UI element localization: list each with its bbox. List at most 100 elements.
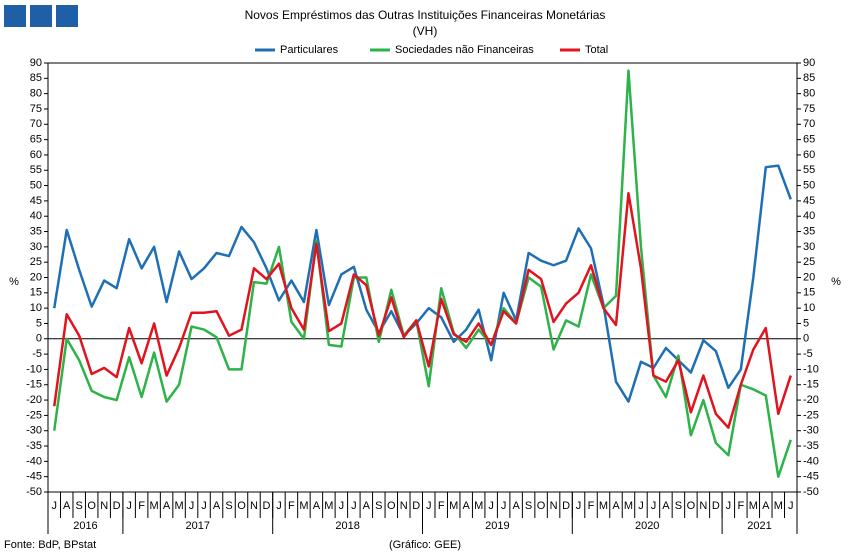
x-tick-label: M (150, 500, 159, 512)
x-tick-label: O (87, 500, 96, 512)
x-tick-label: M (599, 500, 608, 512)
year-label: 2017 (186, 520, 210, 532)
y-tick-label: 70 (30, 118, 42, 130)
source: Fonte: BdP, BPstat (4, 539, 96, 551)
x-tick-label: F (438, 500, 445, 512)
x-tick-label: S (76, 500, 83, 512)
x-tick-label: A (163, 500, 171, 512)
x-tick-label: O (237, 500, 246, 512)
x-tick-label: N (400, 500, 408, 512)
y2-tick-label: -35 (803, 440, 819, 452)
y2-tick-label: -50 (803, 486, 819, 498)
chart-title: Novos Empréstimos das Outras Instituiçõe… (245, 8, 606, 22)
year-label: 2021 (747, 520, 771, 532)
y2-tick-label: -30 (803, 425, 819, 437)
x-tick-label: S (225, 500, 232, 512)
x-tick-label: F (588, 500, 595, 512)
y2-tick-label: -5 (803, 348, 813, 360)
y2-tick-label: 15 (803, 287, 815, 299)
x-tick-label: A (762, 500, 770, 512)
y-tick-label: -10 (26, 363, 42, 375)
y2-tick-label: -10 (803, 363, 819, 375)
x-tick-label: F (138, 500, 145, 512)
x-tick-label: J (488, 500, 494, 512)
x-tick-label: N (250, 500, 258, 512)
x-tick-label: A (63, 500, 71, 512)
x-tick-label: D (113, 500, 121, 512)
x-tick-label: O (537, 500, 546, 512)
x-tick-label: F (288, 500, 295, 512)
y2-axis-label: % (831, 276, 841, 288)
x-tick-label: M (624, 500, 633, 512)
y-tick-label: -40 (26, 455, 42, 467)
y-tick-label: 65 (30, 134, 42, 146)
x-tick-label: D (412, 500, 420, 512)
y2-tick-label: -45 (803, 471, 819, 483)
y-tick-label: -25 (26, 409, 42, 421)
series-line (53, 69, 792, 478)
year-label: 2019 (485, 520, 509, 532)
y2-tick-label: 20 (803, 271, 815, 283)
x-tick-label: N (699, 500, 707, 512)
y2-tick-label: 40 (803, 210, 815, 222)
y-tick-label: -50 (26, 486, 42, 498)
x-tick-label: S (375, 500, 382, 512)
y2-tick-label: 60 (803, 149, 815, 161)
x-tick-label: J (726, 500, 732, 512)
y2-tick-label: 10 (803, 302, 815, 314)
x-tick-label: J (638, 500, 644, 512)
x-tick-label: M (299, 500, 308, 512)
y-tick-label: 75 (30, 103, 42, 115)
y2-tick-label: 0 (803, 333, 809, 345)
x-tick-label: M (774, 500, 783, 512)
legend-label: Total (585, 44, 608, 56)
x-tick-label: J (126, 500, 132, 512)
x-tick-label: J (51, 500, 57, 512)
x-tick-label: N (100, 500, 108, 512)
y-tick-label: 25 (30, 256, 42, 268)
y2-tick-label: 90 (803, 57, 815, 69)
y-tick-label: 60 (30, 149, 42, 161)
y2-tick-label: 35 (803, 225, 815, 237)
y-tick-label: 50 (30, 179, 42, 191)
x-tick-label: A (313, 500, 321, 512)
year-label: 2018 (335, 520, 359, 532)
legend-label: Sociedades não Financeiras (395, 44, 534, 56)
y-tick-label: 0 (36, 333, 42, 345)
x-tick-label: D (262, 500, 270, 512)
y-tick-label: 55 (30, 164, 42, 176)
x-tick-label: O (687, 500, 696, 512)
y2-tick-label: 85 (803, 72, 815, 84)
x-tick-label: J (201, 500, 207, 512)
x-tick-label: F (737, 500, 744, 512)
y2-tick-label: 55 (803, 164, 815, 176)
year-label: 2020 (635, 520, 659, 532)
x-tick-label: J (426, 500, 432, 512)
series-line (53, 164, 792, 403)
y2-tick-label: 80 (803, 88, 815, 100)
y-tick-label: 45 (30, 195, 42, 207)
x-tick-label: A (363, 500, 371, 512)
x-tick-label: J (651, 500, 657, 512)
y2-tick-label: 25 (803, 256, 815, 268)
y-tick-label: 30 (30, 241, 42, 253)
logo-square (56, 5, 78, 27)
credit: (Gráfico: GEE) (389, 539, 461, 551)
y2-tick-label: 65 (803, 134, 815, 146)
y-tick-label: -20 (26, 394, 42, 406)
x-tick-label: A (512, 500, 520, 512)
logo-square (4, 5, 26, 27)
y-axis-label: % (9, 276, 19, 288)
chart-subtitle: (VH) (413, 24, 438, 38)
x-tick-label: S (675, 500, 682, 512)
x-tick-label: M (449, 500, 458, 512)
y-tick-label: 5 (36, 317, 42, 329)
y2-tick-label: 45 (803, 195, 815, 207)
x-tick-label: J (788, 500, 794, 512)
y-tick-label: -30 (26, 425, 42, 437)
x-tick-label: J (189, 500, 195, 512)
y-tick-label: -15 (26, 379, 42, 391)
y-tick-label: 20 (30, 271, 42, 283)
y-tick-label: 85 (30, 72, 42, 84)
